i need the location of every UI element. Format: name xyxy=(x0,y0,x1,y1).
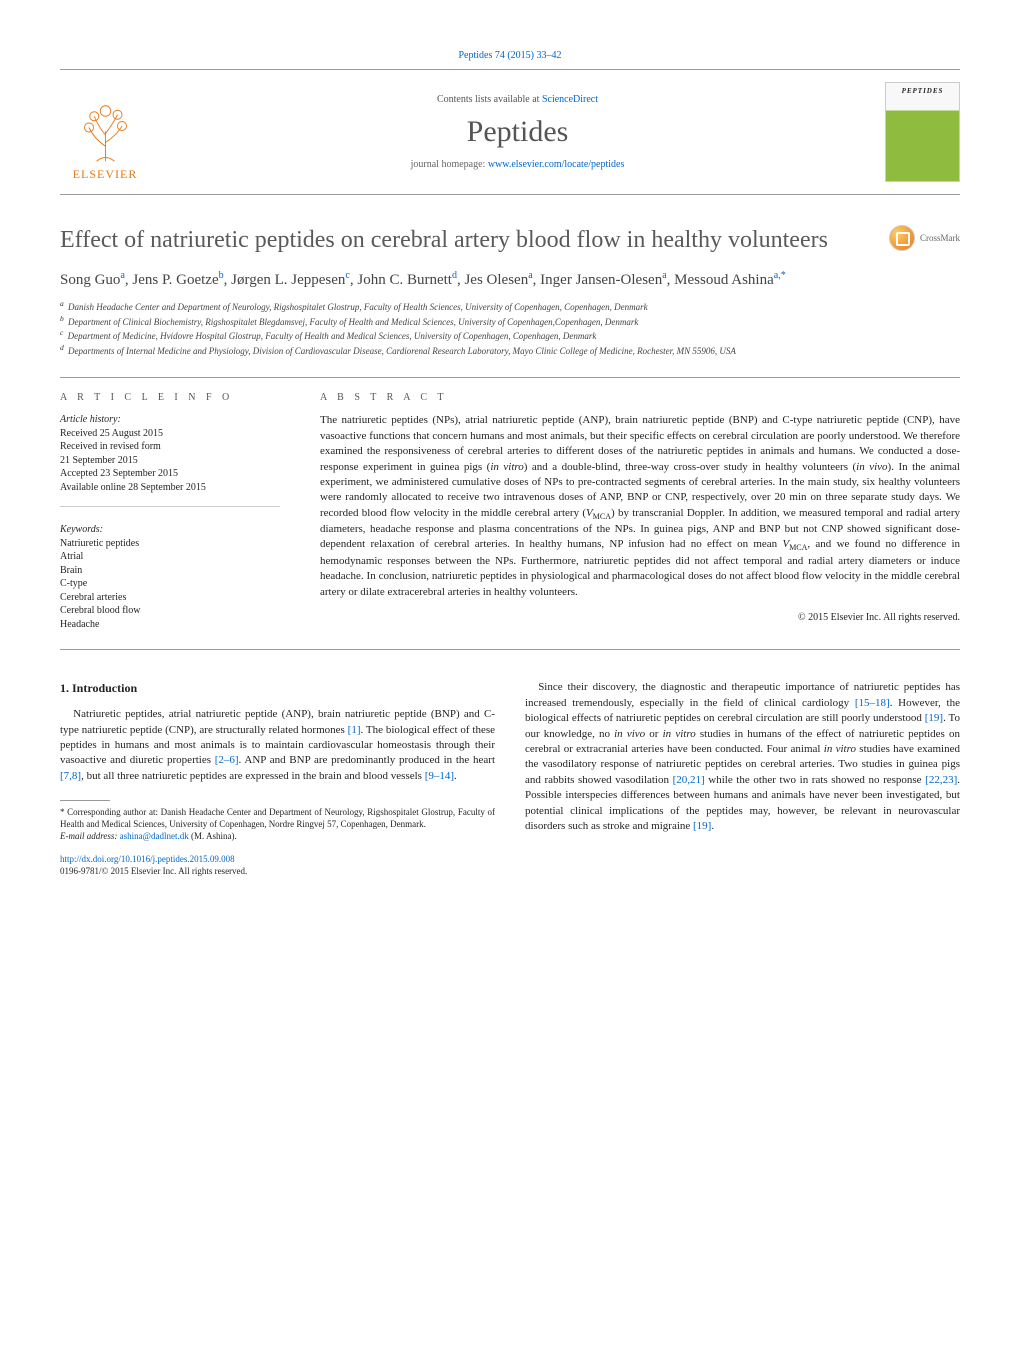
introduction-heading: 1. Introduction xyxy=(60,680,495,697)
masthead: ELSEVIER Contents lists available at Sci… xyxy=(60,69,960,195)
citation-line: Peptides 74 (2015) 33–42 xyxy=(60,50,960,61)
email-label: E-mail address: xyxy=(60,831,120,841)
doi-block: http://dx.doi.org/10.1016/j.peptides.201… xyxy=(60,854,495,877)
abstract-column: a b s t r a c t The natriuretic peptides… xyxy=(320,392,960,631)
article-title: Effect of natriuretic peptides on cerebr… xyxy=(60,225,889,255)
sciencedirect-link[interactable]: ScienceDirect xyxy=(542,94,598,105)
journal-name: Peptides xyxy=(150,115,885,149)
footnote-separator xyxy=(60,800,110,801)
keywords-list: Natriuretic peptidesAtrialBrainC-typeCer… xyxy=(60,537,280,632)
article-history: Received 25 August 2015Received in revis… xyxy=(60,427,280,495)
abstract-copyright: © 2015 Elsevier Inc. All rights reserved… xyxy=(320,612,960,623)
article-info-column: a r t i c l e i n f o Article history: R… xyxy=(60,392,280,631)
body-right-column: Since their discovery, the diagnostic an… xyxy=(525,680,960,877)
abstract-head: a b s t r a c t xyxy=(320,392,960,403)
authors: Song Guoa, Jens P. Goetzeb, Jørgen L. Je… xyxy=(60,269,960,291)
elsevier-logo: ELSEVIER xyxy=(60,82,150,182)
cover-thumb-title: PEPTIDES xyxy=(886,83,959,95)
corresponding-author-footnote: * Corresponding author at: Danish Headac… xyxy=(60,807,495,842)
journal-homepage: journal homepage: www.elsevier.com/locat… xyxy=(150,159,885,170)
crossmark-icon xyxy=(889,225,915,251)
affiliations: a Danish Headache Center and Department … xyxy=(60,299,960,357)
email-link[interactable]: ashina@dadlnet.dk xyxy=(120,831,189,841)
email-suffix: (M. Ashina). xyxy=(189,831,237,841)
elsevier-wordmark: ELSEVIER xyxy=(73,167,138,182)
contents-available: Contents lists available at ScienceDirec… xyxy=(150,94,885,105)
article-info-head: a r t i c l e i n f o xyxy=(60,392,280,403)
issn-copyright: 0196-9781/© 2015 Elsevier Inc. All right… xyxy=(60,866,247,876)
crossmark-badge[interactable]: CrossMark xyxy=(889,225,960,251)
keywords-label: Keywords: xyxy=(60,523,280,537)
crossmark-label: CrossMark xyxy=(920,233,960,243)
tree-icon xyxy=(68,90,143,165)
abstract-text: The natriuretic peptides (NPs), atrial n… xyxy=(320,413,960,600)
journal-cover-thumb: PEPTIDES xyxy=(885,82,960,182)
body-left-column: 1. Introduction Natriuretic peptides, at… xyxy=(60,680,495,877)
intro-paragraph-1: Natriuretic peptides, atrial natriuretic… xyxy=(60,707,495,784)
journal-homepage-link[interactable]: www.elsevier.com/locate/peptides xyxy=(488,159,625,170)
doi-link[interactable]: http://dx.doi.org/10.1016/j.peptides.201… xyxy=(60,854,235,864)
intro-paragraph-2: Since their discovery, the diagnostic an… xyxy=(525,680,960,834)
article-history-label: Article history: xyxy=(60,413,280,427)
